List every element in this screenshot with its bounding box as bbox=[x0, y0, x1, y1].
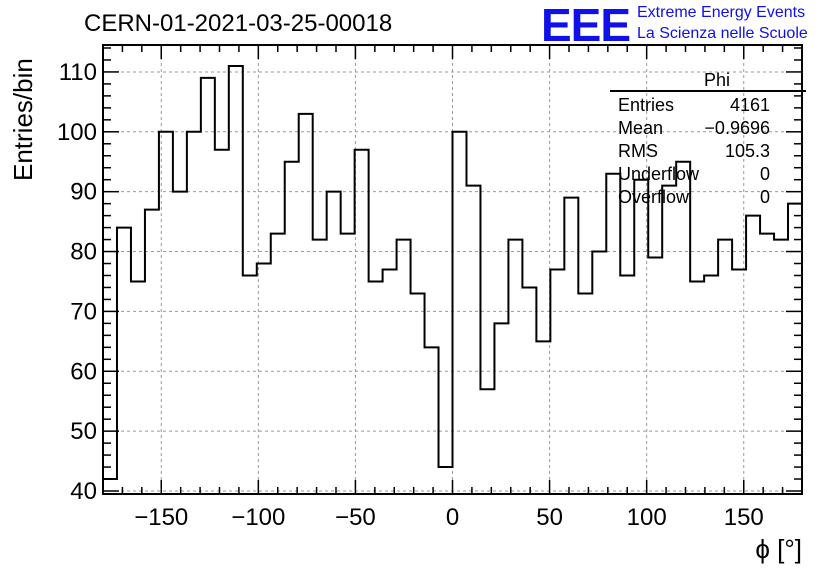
histogram-bin bbox=[117, 228, 131, 494]
histogram-bin bbox=[746, 216, 760, 494]
histogram-bin bbox=[508, 240, 522, 494]
histogram-bin bbox=[397, 240, 411, 494]
stats-row-mean: Mean −0.9696 bbox=[610, 117, 806, 140]
x-tick-label: 100 bbox=[627, 504, 667, 531]
histogram-bin bbox=[592, 252, 606, 494]
histogram-bin bbox=[774, 240, 788, 494]
histogram-bin bbox=[285, 162, 299, 494]
stats-title: Phi bbox=[703, 70, 730, 90]
eee-logo: EEE bbox=[541, 0, 631, 51]
histogram-bin bbox=[466, 186, 480, 494]
histogram-bin bbox=[606, 174, 620, 494]
histogram-bin bbox=[494, 323, 508, 494]
y-tick-label: 50 bbox=[70, 418, 97, 445]
histogram-bin bbox=[383, 270, 397, 495]
x-tick-label: 0 bbox=[446, 504, 459, 531]
stats-row-underflow: Underflow 0 bbox=[610, 163, 806, 186]
histogram-bin bbox=[355, 150, 369, 494]
histogram-bin bbox=[145, 210, 159, 494]
histogram-bin bbox=[243, 275, 257, 494]
y-tick-label: 40 bbox=[70, 478, 97, 505]
histogram-bin bbox=[564, 198, 578, 494]
eee-tagline-2: La Scienza nelle Scuole bbox=[637, 25, 808, 42]
y-tick-label: 100 bbox=[57, 119, 97, 146]
histogram-bin bbox=[634, 180, 648, 494]
histogram-bin bbox=[173, 192, 187, 494]
stats-row-entries: Entries 4161 bbox=[610, 94, 806, 117]
histogram-bin bbox=[550, 270, 564, 495]
x-tick-label: 50 bbox=[536, 504, 563, 531]
histogram-bin bbox=[690, 281, 704, 494]
histogram-bin bbox=[522, 287, 536, 494]
chart-title: CERN-01-2021-03-25-00018 bbox=[84, 10, 393, 37]
y-tick-label: 90 bbox=[70, 179, 97, 206]
histogram-bin bbox=[662, 186, 676, 494]
stats-row-rms: RMS 105.3 bbox=[610, 140, 806, 163]
y-axis-label: Entries/bin bbox=[8, 58, 38, 181]
histogram-bin bbox=[676, 162, 690, 494]
stats-divider bbox=[610, 90, 806, 92]
stats-label: Overflow bbox=[618, 187, 690, 207]
x-tick-label: −100 bbox=[231, 504, 285, 531]
histogram-bin bbox=[131, 281, 145, 494]
histogram-bin bbox=[271, 234, 285, 494]
histogram-bin bbox=[201, 78, 215, 494]
histogram-bin bbox=[578, 293, 592, 494]
histogram-series bbox=[103, 64, 802, 481]
histogram-bin bbox=[257, 264, 271, 494]
x-tick-label: −50 bbox=[335, 504, 376, 531]
x-axis-label: ϕ [°] bbox=[755, 534, 802, 564]
stats-value: 0 bbox=[759, 187, 770, 207]
histogram-bin bbox=[704, 275, 718, 494]
histogram-bin bbox=[215, 150, 229, 494]
histogram-bin bbox=[453, 132, 467, 494]
stats-label: Entries bbox=[618, 95, 675, 115]
y-tick-label: 60 bbox=[70, 358, 97, 385]
histogram-bin bbox=[411, 293, 425, 494]
histogram-bin bbox=[732, 270, 746, 495]
x-tick-label: −150 bbox=[134, 504, 188, 531]
histogram-bin bbox=[480, 389, 494, 494]
histogram-bin bbox=[620, 275, 634, 494]
histogram-bin bbox=[299, 114, 313, 494]
stats-label: Mean bbox=[618, 118, 664, 138]
histogram-bin bbox=[229, 66, 243, 494]
y-tick-label: 70 bbox=[70, 298, 97, 325]
histogram-bin bbox=[159, 132, 173, 494]
y-tick-label: 110 bbox=[59, 59, 97, 86]
stats-row-overflow: Overflow 0 bbox=[610, 186, 806, 209]
stats-box: Phi Entries 4161 Mean −0.9696 RMS 105.3 … bbox=[610, 70, 806, 209]
histogram-bin bbox=[425, 347, 439, 494]
histogram-bin bbox=[341, 234, 355, 494]
stats-value: 4161 bbox=[729, 95, 770, 115]
stats-label: RMS bbox=[618, 141, 658, 161]
stats-value: 105.3 bbox=[724, 141, 770, 161]
histogram-bin bbox=[648, 258, 662, 494]
histogram-bin bbox=[327, 192, 341, 494]
histogram-bin bbox=[439, 467, 453, 494]
y-tick-label: 80 bbox=[70, 239, 97, 266]
eee-tagline-1: Extreme Energy Events bbox=[637, 4, 806, 21]
histogram-bin bbox=[187, 132, 201, 494]
histogram-bin bbox=[760, 234, 774, 494]
histogram-bin bbox=[718, 240, 732, 494]
stats-value: 0 bbox=[759, 164, 770, 184]
histogram-bin bbox=[369, 281, 383, 494]
stats-value: −0.9696 bbox=[704, 118, 770, 138]
histogram-bin bbox=[788, 204, 802, 494]
x-tick-label: 150 bbox=[724, 504, 764, 531]
stats-label: Underflow bbox=[618, 164, 700, 184]
histogram-bin bbox=[313, 240, 327, 494]
histogram-bin bbox=[536, 341, 550, 494]
